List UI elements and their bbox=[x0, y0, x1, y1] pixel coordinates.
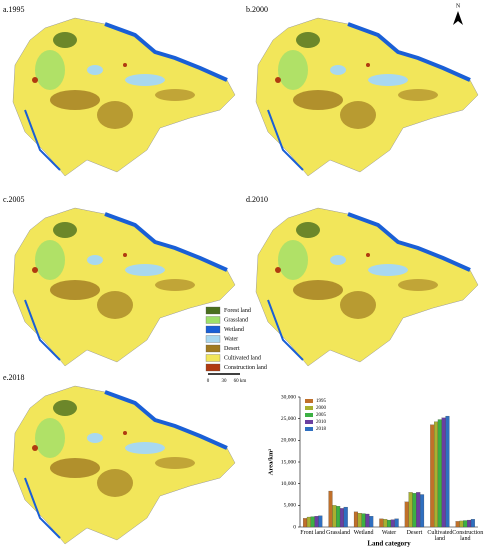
bar bbox=[455, 521, 460, 528]
map bbox=[254, 206, 480, 368]
x-tick-label: Front land bbox=[300, 530, 326, 536]
legend-swatch bbox=[205, 325, 221, 334]
bar bbox=[357, 513, 362, 528]
bar bbox=[394, 518, 399, 528]
bar bbox=[408, 492, 413, 528]
legend-label: Construction land bbox=[224, 365, 267, 371]
panel-label: b.2000 bbox=[246, 5, 268, 14]
bar bbox=[434, 421, 439, 528]
legend-swatch bbox=[305, 427, 313, 431]
bar bbox=[441, 417, 446, 528]
bar bbox=[412, 493, 417, 528]
bar bbox=[383, 519, 388, 528]
bar bbox=[361, 513, 366, 528]
x-tick-label: Construction land bbox=[452, 530, 484, 542]
map bbox=[11, 16, 237, 178]
bar bbox=[390, 519, 395, 528]
x-tick-label: Wetland bbox=[353, 530, 374, 536]
legend-label: Cultivated land bbox=[224, 355, 261, 361]
map bbox=[11, 206, 237, 368]
bar bbox=[332, 505, 337, 528]
bar bbox=[445, 415, 450, 528]
legend-label: 2010 bbox=[316, 420, 327, 425]
bar bbox=[463, 520, 468, 528]
bar bbox=[318, 515, 323, 528]
y-tick-label: 15,000 bbox=[281, 459, 296, 465]
panel-label: c.2005 bbox=[3, 195, 25, 204]
panel-label: d.2010 bbox=[246, 195, 268, 204]
x-tick-label: Cultivated land bbox=[427, 530, 453, 542]
y-axis-label: Area/km² bbox=[267, 449, 274, 475]
scale-label: 0 bbox=[207, 379, 210, 384]
legend-label: Grassland bbox=[224, 317, 248, 323]
bar bbox=[459, 520, 464, 528]
bar bbox=[353, 511, 358, 528]
legend-swatch bbox=[205, 363, 221, 372]
x-axis-label: Land category bbox=[367, 540, 411, 548]
legend-label: 2005 bbox=[316, 413, 327, 418]
y-tick-label: 5,000 bbox=[284, 503, 297, 509]
legend-label: Forest land bbox=[224, 308, 251, 314]
legend-swatch bbox=[305, 420, 313, 424]
legend-label: 2000 bbox=[316, 406, 327, 411]
bar bbox=[430, 424, 435, 528]
bar bbox=[404, 501, 409, 528]
y-tick-label: 30,000 bbox=[281, 394, 296, 400]
legend-label: 2018 bbox=[316, 427, 327, 432]
bar bbox=[369, 516, 374, 528]
scale-label: 60 km bbox=[234, 379, 247, 384]
bar bbox=[336, 506, 341, 528]
panel-label: e.2018 bbox=[3, 373, 25, 382]
map bbox=[11, 384, 237, 546]
legend-label: 1995 bbox=[316, 399, 327, 404]
x-tick-label: Water bbox=[381, 530, 397, 536]
legend-label: Desert bbox=[224, 346, 240, 352]
legend-swatch bbox=[305, 406, 313, 410]
bar bbox=[306, 516, 311, 528]
bar bbox=[416, 492, 421, 528]
legend-swatch bbox=[205, 306, 221, 315]
bar bbox=[328, 490, 333, 528]
scale-label: 30 bbox=[222, 379, 228, 384]
north-label: N bbox=[456, 3, 461, 9]
legend-swatch bbox=[305, 399, 313, 403]
y-tick-label: 25,000 bbox=[281, 416, 296, 422]
bar bbox=[437, 419, 442, 528]
bar bbox=[420, 494, 425, 528]
panel-label: a.1995 bbox=[3, 5, 25, 14]
legend-swatch bbox=[205, 316, 221, 324]
bar bbox=[365, 513, 370, 528]
bar bbox=[310, 516, 315, 528]
x-tick-label: Grassland bbox=[326, 530, 351, 536]
y-tick-label: 20,000 bbox=[281, 438, 296, 444]
bar bbox=[303, 518, 308, 528]
bar bbox=[339, 508, 344, 528]
legend-label: Water bbox=[224, 336, 238, 342]
bar bbox=[467, 519, 472, 528]
legend-swatch bbox=[205, 354, 221, 362]
legend-swatch bbox=[205, 344, 221, 353]
bar bbox=[343, 506, 348, 528]
y-tick-label: 0 bbox=[293, 524, 296, 530]
legend-label: Wetland bbox=[224, 327, 244, 333]
bar bbox=[470, 519, 475, 528]
bar bbox=[379, 518, 384, 528]
map bbox=[254, 16, 480, 178]
legend-swatch bbox=[305, 413, 313, 417]
x-tick-label: Desert bbox=[406, 530, 423, 536]
y-tick-label: 10,000 bbox=[281, 481, 296, 487]
bar bbox=[386, 519, 392, 528]
bar bbox=[314, 516, 319, 528]
legend-swatch bbox=[205, 335, 221, 343]
north-arrow bbox=[453, 11, 463, 25]
